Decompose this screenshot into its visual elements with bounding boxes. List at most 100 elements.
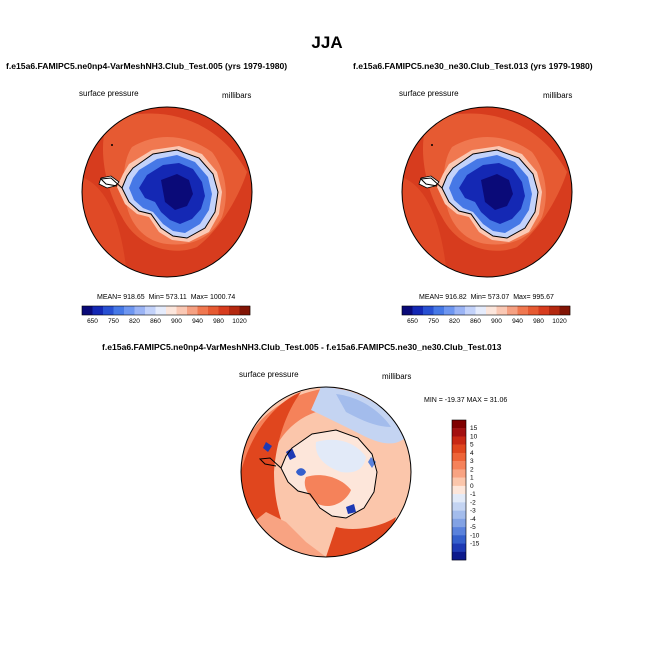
- panel2-colorbar-box: [507, 306, 518, 315]
- panel1-colorbar-box: [155, 306, 167, 315]
- panel3-units-label: millibars: [382, 372, 412, 381]
- panel2-mean-value: 916.82: [445, 294, 467, 301]
- panel3-colorbar-box: [452, 502, 466, 511]
- panel1-colorbar-tick-label: 940: [192, 318, 203, 325]
- panel1-stats: MEAN= 918.65 Min= 573.11 Max= 1000.74: [97, 294, 235, 301]
- panel3-colorbar-box: [452, 444, 466, 454]
- panel3-colorbar-tick-label: 10: [470, 433, 478, 440]
- panel2-colorbar-box: [402, 306, 413, 315]
- panel3-colorbar-box: [452, 494, 466, 503]
- panel1-colorbar-tick-label: 650: [87, 318, 98, 325]
- panel1-colorbar-box: [229, 306, 240, 315]
- panel3-colorbar-tick-label: -1: [470, 491, 476, 498]
- panel3-colorbar-box: [452, 452, 466, 462]
- panel2-colorbar-tick-label: 820: [449, 318, 460, 325]
- panel3-colorbar-box: [452, 436, 466, 445]
- panel2-stats: MEAN= 916.82 Min= 573.07 Max= 995.67: [419, 294, 554, 301]
- panel2-colorbar-box: [454, 306, 466, 315]
- panel2-colorbar-box: [496, 306, 508, 315]
- panel2-colorbar-box: [444, 306, 455, 315]
- figure-title: JJA: [311, 33, 343, 52]
- panel2-colorbar-tick-label: 650: [407, 318, 418, 325]
- panel1-colorbar-box: [197, 306, 209, 315]
- panel2-colorbar-box: [549, 306, 560, 315]
- panel3-colorbar-tick-label: 5: [470, 442, 474, 449]
- panel2-mean-label: MEAN=: [419, 294, 444, 301]
- panel1-colorbar: 650 750 820 860 900 940 980 1020: [81, 305, 251, 325]
- panel2-variable-label: surface pressure: [399, 89, 459, 98]
- panel1-mean-label: MEAN=: [97, 294, 122, 301]
- panel3-colorbar-box: [452, 527, 466, 536]
- panel1-map-border: [81, 106, 253, 278]
- panel2-colorbar-tick-label: 860: [470, 318, 481, 325]
- panel3-colorbar-box: [452, 518, 466, 528]
- panel3-colorbar-box: [452, 428, 466, 437]
- panel3-colorbar-tick-label: -5: [470, 524, 476, 531]
- panel1-units-label: millibars: [222, 91, 252, 100]
- panel1-colorbar-tick-label: 1020: [232, 318, 247, 325]
- panel1-colorbar-tick-label: 980: [213, 318, 224, 325]
- panel1-colorbar-box: [92, 306, 104, 315]
- panel3-colorbar-box: [452, 543, 466, 552]
- panel2-colorbar-box: [517, 306, 529, 315]
- panel2-colorbar-tick-label: 1020: [552, 318, 567, 325]
- panel2-colorbar-tick-label: 940: [512, 318, 523, 325]
- panel1-colorbar-box: [145, 306, 156, 315]
- panel3-minmax: MIN = -19.37 MAX = 31.06: [424, 397, 508, 404]
- panel2-colorbar-box: [559, 306, 571, 315]
- panel2-colorbar-tick-label: 900: [491, 318, 502, 325]
- panel1-colorbar-box: [208, 306, 219, 315]
- panel2-title: f.e15a6.FAMIPC5.ne30_ne30.Club_Test.013 …: [353, 61, 593, 71]
- panel3-map-border: [240, 386, 412, 558]
- panel3-colorbar-tick-label: 1: [470, 475, 474, 482]
- panel3-colorbar-tick-label: 4: [470, 450, 474, 457]
- panel2-min-value: 573.07: [487, 294, 510, 301]
- panel2-colorbar-box: [538, 306, 550, 315]
- panel3-colorbar-tick-label: 15: [470, 425, 478, 432]
- panel1-colorbar-frame: [81, 305, 251, 316]
- panel2-colorbar-tick-label: 750: [428, 318, 439, 325]
- panel2-map: [402, 107, 572, 277]
- panel1-colorbar-box: [134, 306, 146, 315]
- panel3-colorbar-tick-label: -2: [470, 499, 476, 506]
- panel3-colorbar-box: [452, 510, 466, 520]
- panel1-max-value: 1000.74: [209, 294, 236, 301]
- panel3-colorbar-tick-label: -3: [470, 508, 476, 515]
- panel1-title: f.e15a6.FAMIPC5.ne0np4-VarMeshNH3.Club_T…: [6, 61, 288, 71]
- panel3-colorbar-box: [452, 551, 466, 561]
- panel1-colorbar-tick-label: 900: [171, 318, 182, 325]
- panel3-colorbar-tick-label: -10: [470, 532, 480, 539]
- panel1-colorbar-box: [239, 306, 251, 315]
- panel1-min-value: 573.11: [165, 294, 187, 301]
- panel1-colorbar-tick-label: 750: [108, 318, 119, 325]
- panel2-colorbar-box: [475, 306, 487, 315]
- panel1-colorbar-box: [82, 306, 93, 315]
- panel2-colorbar: 650 750 820 860 900 940 980 1020: [401, 305, 571, 325]
- panel1-colorbar-box: [187, 306, 198, 315]
- panel3-colorbar-box: [452, 469, 466, 478]
- panel2-map-border: [401, 106, 573, 278]
- panel2-min-label: Min=: [470, 294, 486, 301]
- panel2-colorbar-box: [412, 306, 424, 315]
- panel3-colorbar-box: [452, 420, 466, 429]
- panel1-colorbar-box: [113, 306, 125, 315]
- panel3-colorbar-box: [452, 477, 466, 487]
- panel3-colorbar-tick-label: 2: [470, 466, 474, 473]
- panel1-colorbar-box: [218, 306, 230, 315]
- panel3-colorbar-tick-label: -15: [470, 541, 480, 548]
- panel1-colorbar-box: [124, 306, 135, 315]
- panel2-units-label: millibars: [543, 91, 573, 100]
- panel2-max-label: Max=: [513, 294, 531, 301]
- panel3-colorbar-tick-label: -4: [470, 516, 476, 523]
- panel1-map: [82, 107, 252, 277]
- panel1-colorbar-box: [103, 306, 114, 315]
- panel3-colorbar-frame: [451, 419, 467, 561]
- panel1-min-label: Min=: [148, 294, 164, 301]
- panel3-variable-label: surface pressure: [239, 370, 299, 379]
- panel3-colorbar-box: [452, 535, 466, 544]
- panel3-colorbar-tick-label: 3: [470, 458, 474, 465]
- panel2-max-value: 995.67: [532, 294, 554, 301]
- panel3-colorbar-box: [452, 485, 466, 495]
- panel1-colorbar-box: [176, 306, 188, 315]
